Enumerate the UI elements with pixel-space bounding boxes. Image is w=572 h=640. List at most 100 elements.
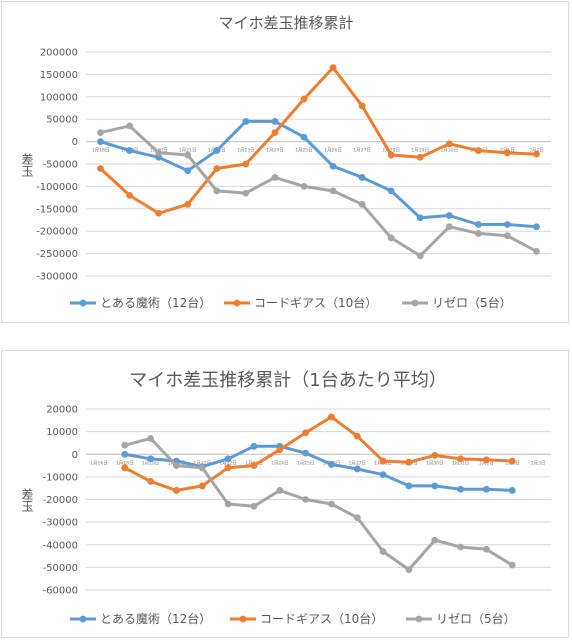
legend-marker-1 <box>239 615 247 623</box>
legend-label: コードギアス（10台） <box>260 611 383 626</box>
y-tick-label: 20000 <box>46 405 78 416</box>
legend-label: リゼロ（5台） <box>432 295 512 310</box>
data-point <box>121 441 129 449</box>
y-tick-label: 50000 <box>46 115 78 126</box>
data-point <box>126 122 133 130</box>
data-point <box>271 129 279 137</box>
data-point <box>445 212 453 219</box>
y-tick-label: 200000 <box>40 48 78 59</box>
data-point <box>271 174 279 181</box>
series-line-0 <box>123 444 514 492</box>
data-point <box>405 482 413 490</box>
x-tick-label: 1月18日 <box>92 148 110 154</box>
y-tick-label: 0 <box>72 450 78 461</box>
data-point <box>126 147 133 154</box>
data-point <box>508 561 516 569</box>
data-point <box>474 230 482 237</box>
x-tick-label: 1月18日 <box>116 460 134 466</box>
data-point <box>457 455 464 463</box>
legend-marker-0 <box>79 615 87 623</box>
x-tick-label: 1月31日 <box>452 460 470 466</box>
data-point <box>242 118 250 125</box>
data-point <box>353 465 361 473</box>
x-tick-label: 1月19日 <box>142 460 160 466</box>
data-point <box>405 566 413 574</box>
chart-title: マイホ差玉推移累計（1台あたり平均） <box>129 370 446 391</box>
data-point <box>155 209 163 217</box>
data-point <box>387 187 395 195</box>
data-point <box>126 191 133 199</box>
data-point <box>416 252 424 260</box>
y-tick-label: 10000 <box>46 427 78 438</box>
legend-label: とある魔術（12台） <box>100 611 211 626</box>
data-point <box>329 64 337 72</box>
data-point <box>302 429 309 437</box>
y-axis-label: 差玉 <box>20 153 34 177</box>
data-point <box>474 221 482 228</box>
data-point <box>483 456 490 464</box>
data-point <box>155 149 163 157</box>
data-point <box>224 500 232 508</box>
x-tick-label: 2月2日 <box>529 148 544 154</box>
data-point <box>184 151 192 159</box>
y-tick-label: -20000 <box>43 495 78 506</box>
data-point <box>353 432 361 440</box>
data-point <box>329 187 337 195</box>
data-point <box>504 221 511 228</box>
data-point <box>431 482 439 490</box>
x-tick-label: 1月24日 <box>271 460 289 466</box>
data-point <box>329 162 337 170</box>
data-point <box>271 118 279 125</box>
data-point <box>173 487 180 494</box>
x-tick-label: 1月21日 <box>193 460 211 466</box>
data-point <box>358 200 366 208</box>
data-point <box>302 449 309 457</box>
x-tick-label: 1月30日 <box>440 148 458 154</box>
y-tick-label: -200000 <box>36 227 78 238</box>
x-tick-label: 1月24日 <box>266 148 284 154</box>
y-tick-label: -50000 <box>43 563 78 574</box>
x-tick-label: 1月27日 <box>348 460 366 466</box>
x-tick-label: 1月22日 <box>219 460 237 466</box>
data-point <box>213 165 221 172</box>
data-point <box>328 500 335 508</box>
y-tick-label: 100000 <box>40 92 78 103</box>
y-tick-label: -250000 <box>36 249 78 260</box>
data-point <box>416 153 424 161</box>
chart-2-svg: マイホ差玉推移累計（1台あたり平均） 20000 10000 0 -10000 -2000… <box>20 370 551 626</box>
data-point <box>483 485 490 493</box>
y-tick-label: -100000 <box>36 182 78 193</box>
x-tick-label: 1月27日 <box>353 148 371 154</box>
data-point <box>379 548 387 555</box>
data-point <box>358 174 366 181</box>
x-tick-label: 1月25日 <box>295 148 313 154</box>
chart-1-svg: マイホ差玉推移累計 200000 150000 100000 50000 0 -50000 -… <box>20 14 551 310</box>
y-tick-label: -30000 <box>43 518 78 529</box>
data-point <box>198 482 206 490</box>
data-point <box>457 485 464 493</box>
chart-1-panel: マイホ差玉推移累計 200000 150000 100000 50000 0 -50000 -… <box>1 1 569 323</box>
data-point <box>121 450 129 458</box>
y-tick-label: -300000 <box>36 272 78 283</box>
data-point <box>416 214 424 222</box>
y-tick-label: -50000 <box>43 160 78 171</box>
data-point <box>387 234 395 242</box>
data-point <box>242 189 250 197</box>
data-point <box>445 223 453 231</box>
data-point <box>445 140 453 148</box>
y-tick-label: 0 <box>72 137 78 148</box>
data-point <box>328 413 335 421</box>
data-point <box>328 461 335 468</box>
data-point <box>97 138 104 146</box>
legend-marker-2 <box>415 615 423 623</box>
data-point <box>457 543 464 551</box>
data-point <box>224 464 232 472</box>
series-line-1 <box>123 415 514 492</box>
x-tick-label: 1月29日 <box>411 148 429 154</box>
x-tick-label: 1月25日 <box>297 460 315 466</box>
data-point <box>147 455 154 463</box>
data-point <box>213 187 221 195</box>
data-point <box>504 149 511 157</box>
legend-marker-2 <box>411 299 419 307</box>
y-axis-label: 差玉 <box>20 488 34 512</box>
